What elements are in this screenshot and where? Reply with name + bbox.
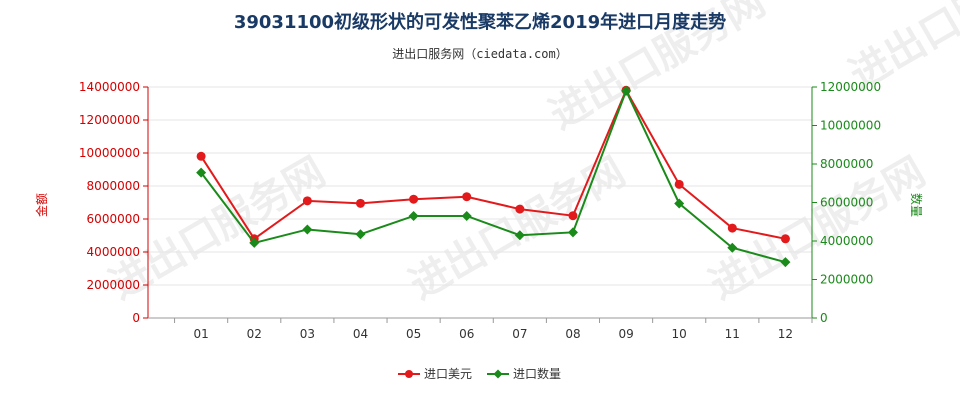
x-tick-label: 06 — [459, 327, 474, 341]
y-tick-right-label: 10000000 — [820, 119, 881, 133]
series-1-point — [780, 234, 790, 244]
series-2-point — [302, 224, 313, 235]
y-axis-left-title: 金额 — [34, 193, 49, 217]
series-1-point — [409, 194, 419, 204]
y-axis-right-title: 数量 — [909, 193, 924, 217]
y-tick-left-label: 8000000 — [87, 179, 140, 193]
series-line-1 — [200, 88, 786, 241]
series-2-point — [196, 167, 207, 178]
x-tick-label: 03 — [300, 327, 315, 341]
x-tick-label: 11 — [725, 327, 740, 341]
y-tick-left-label: 6000000 — [87, 212, 140, 226]
x-tick-label: 09 — [618, 327, 633, 341]
y-tick-left-label: 12000000 — [79, 113, 140, 127]
x-tick-label: 10 — [672, 327, 687, 341]
series-2-point — [567, 227, 578, 238]
series-2-point — [355, 229, 366, 240]
legend-marker-2 — [493, 369, 503, 379]
y-tick-left-label: 4000000 — [87, 245, 140, 259]
series-1-point — [568, 211, 578, 221]
x-tick-label: 12 — [778, 327, 793, 341]
series-line-2 — [200, 88, 786, 264]
y-tick-right-label: 8000000 — [820, 157, 873, 171]
y-tick-left-label: 14000000 — [79, 80, 140, 94]
y-tick-right-label: 6000000 — [820, 196, 873, 210]
chart-subtitle: 进出口服务网（ciedata.com） — [392, 47, 568, 61]
y-tick-right-label: 0 — [820, 311, 828, 325]
series-2-point — [674, 198, 685, 209]
x-tick-label: 05 — [406, 327, 421, 341]
series-2-point — [621, 85, 632, 96]
series-2-point — [249, 237, 260, 248]
legend-marker-1 — [405, 370, 413, 378]
y-tick-left-label: 0 — [132, 311, 140, 325]
x-tick-label: 04 — [353, 327, 368, 341]
chart-title: 39031100初级形状的可发性聚苯乙烯2019年进口月度走势 — [233, 12, 727, 33]
series-2-point — [461, 210, 472, 221]
series-2-point — [727, 242, 738, 253]
y-tick-right-label: 4000000 — [820, 234, 873, 248]
series-1-point — [462, 192, 472, 202]
series-1-point — [515, 204, 525, 214]
series-1-point — [727, 223, 737, 233]
series-1-point — [355, 198, 365, 208]
series-1-point — [196, 151, 206, 161]
legend-label-1: 进口美元 — [424, 367, 472, 381]
series-2-point — [514, 230, 525, 241]
y-tick-left-label: 2000000 — [87, 278, 140, 292]
series-1-point — [674, 179, 684, 189]
series-1-point — [302, 196, 312, 206]
series-2-point — [408, 210, 419, 221]
y-tick-right-label: 12000000 — [820, 80, 881, 94]
x-tick-label: 01 — [193, 327, 208, 341]
x-tick-label: 08 — [565, 327, 580, 341]
legend-label-2: 进口数量 — [513, 366, 561, 381]
x-tick-label: 07 — [512, 327, 527, 341]
x-tick-label: 02 — [247, 327, 262, 341]
y-tick-left-label: 10000000 — [79, 146, 140, 160]
y-tick-right-label: 2000000 — [820, 273, 873, 287]
series-2-point — [780, 257, 791, 268]
